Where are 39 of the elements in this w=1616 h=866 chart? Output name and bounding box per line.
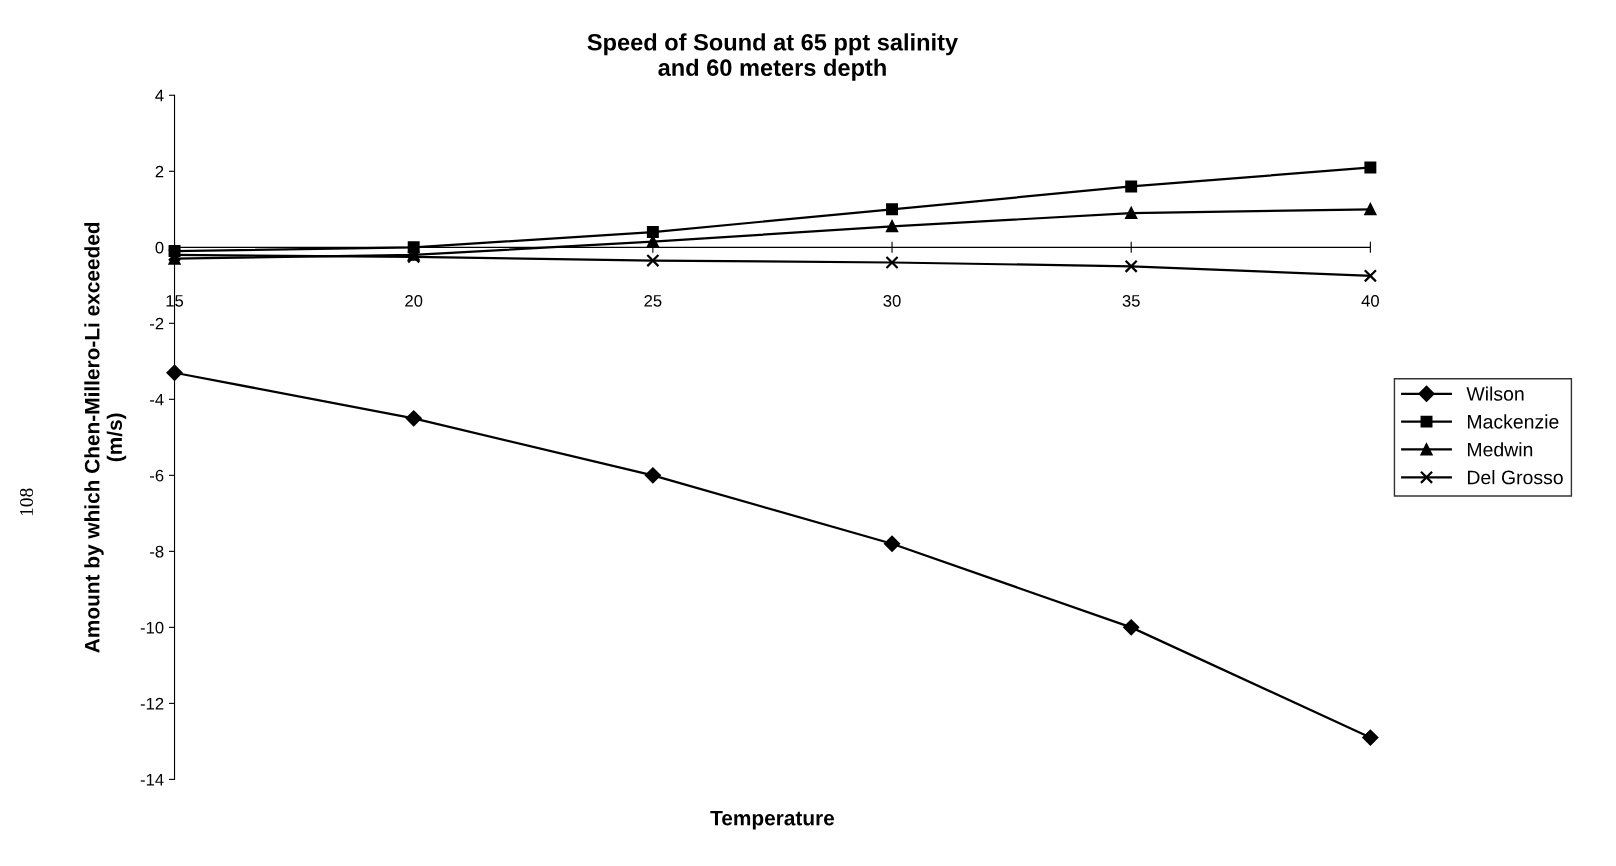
text: 108: [19, 488, 34, 516]
point: [884, 535, 901, 552]
y-tick-label: -6: [150, 469, 164, 482]
point: [1364, 203, 1377, 216]
point: [644, 467, 661, 484]
x-tick-label: 35: [1122, 294, 1140, 307]
legend-label: Wilson: [1466, 386, 1524, 401]
point: [886, 203, 898, 216]
x-tick-label: 40: [1361, 294, 1379, 307]
point: [646, 226, 659, 239]
x-tick-label: 25: [644, 294, 662, 307]
point: [1124, 259, 1138, 273]
x-tick-label: 30: [883, 294, 901, 307]
x-axis-title: Temperature: [710, 810, 835, 830]
point: [1362, 729, 1379, 746]
y-axis-title: Amount by which Chen-Millero-Li exceeded (m/s): [84, 222, 127, 653]
chart-title: Speed of Sound at 65 ppt salinity and 60 meters depth: [587, 33, 958, 81]
legend-label: Medwin: [1467, 442, 1533, 457]
y-tick-label: -4: [150, 393, 164, 406]
y-tick-label: -12: [140, 697, 164, 710]
y-tick-label: -2: [150, 317, 164, 330]
y-tick-label: -10: [140, 621, 164, 634]
point: [166, 364, 183, 381]
y-tick-label: 2: [155, 165, 164, 178]
point: [646, 253, 660, 268]
point: [886, 220, 898, 233]
y-tick-label: -14: [140, 773, 164, 786]
y-tick-label: 0: [155, 241, 164, 254]
legend-label: Mackenzie: [1467, 414, 1559, 429]
point: [1364, 161, 1377, 174]
point: [885, 255, 899, 270]
point: [1123, 619, 1140, 636]
y-tick-label: 4: [155, 89, 164, 102]
point: [405, 410, 422, 427]
point: [1363, 269, 1378, 283]
legend-label: Del Grosso: [1467, 470, 1563, 485]
x-tick-label: 20: [405, 294, 423, 307]
y-tick-label: -8: [150, 545, 164, 558]
point: [1125, 180, 1138, 193]
